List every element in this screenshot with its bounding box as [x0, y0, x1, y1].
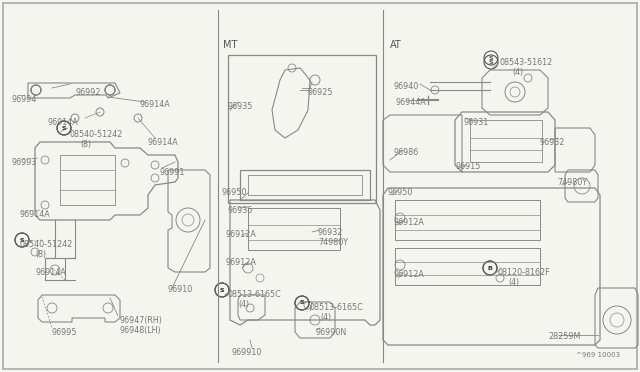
Text: 96931: 96931: [463, 118, 488, 127]
Text: 96914A: 96914A: [48, 118, 79, 127]
Text: ^969 10003: ^969 10003: [576, 352, 620, 358]
Text: 96986: 96986: [393, 148, 419, 157]
Text: 96932: 96932: [318, 228, 344, 237]
Text: S: S: [300, 301, 304, 305]
Text: 96947(RH): 96947(RH): [120, 316, 163, 325]
Text: 96950: 96950: [388, 188, 413, 197]
Text: (8): (8): [35, 250, 46, 259]
Text: S: S: [220, 288, 224, 292]
Text: (8): (8): [80, 140, 91, 149]
Text: 96995: 96995: [52, 328, 77, 337]
Text: 74980Y: 74980Y: [557, 178, 587, 187]
Text: 96912A: 96912A: [226, 258, 257, 267]
Text: 74980Y: 74980Y: [318, 238, 348, 247]
Text: 96915: 96915: [456, 162, 481, 171]
Text: (4): (4): [238, 300, 249, 309]
Text: 96910: 96910: [168, 285, 193, 294]
Text: 96912A: 96912A: [226, 230, 257, 239]
Text: S: S: [489, 60, 493, 64]
Text: 96925: 96925: [307, 88, 333, 97]
Text: 96990N: 96990N: [315, 328, 346, 337]
Text: 96940: 96940: [393, 82, 419, 91]
Text: 96936: 96936: [228, 206, 253, 215]
Text: 08540-51242: 08540-51242: [70, 130, 124, 139]
Text: S: S: [20, 237, 24, 243]
Text: S: S: [220, 288, 224, 292]
Text: 96991: 96991: [160, 168, 186, 177]
Text: B: B: [488, 266, 492, 270]
Text: S: S: [300, 301, 304, 305]
Text: 08120-8162F: 08120-8162F: [498, 268, 550, 277]
Text: AT: AT: [390, 40, 402, 50]
Text: 96932: 96932: [540, 138, 565, 147]
Text: 96944A: 96944A: [395, 98, 426, 107]
Text: 08513-6165C: 08513-6165C: [310, 303, 364, 312]
Text: 96992: 96992: [75, 88, 100, 97]
Text: B: B: [488, 266, 492, 270]
Text: 08543-51612: 08543-51612: [500, 58, 553, 67]
Text: 96994: 96994: [12, 95, 37, 104]
Text: (4): (4): [512, 68, 523, 77]
Text: S: S: [489, 55, 493, 61]
Text: (4): (4): [508, 278, 519, 287]
Text: 08513-6165C: 08513-6165C: [228, 290, 282, 299]
Text: MT: MT: [223, 40, 237, 50]
Text: 96914A: 96914A: [140, 100, 171, 109]
Text: 969910: 969910: [232, 348, 262, 357]
Text: S: S: [61, 125, 67, 131]
Text: 96993: 96993: [12, 158, 37, 167]
Text: 96950: 96950: [222, 188, 248, 197]
Text: 96948(LH): 96948(LH): [120, 326, 162, 335]
Text: 96914A: 96914A: [148, 138, 179, 147]
Text: 28259M: 28259M: [548, 332, 580, 341]
Text: 96912A: 96912A: [393, 270, 424, 279]
Text: 96935: 96935: [228, 102, 253, 111]
Text: 96912A: 96912A: [393, 218, 424, 227]
Text: (4): (4): [320, 313, 331, 322]
Text: 08540-51242: 08540-51242: [20, 240, 74, 249]
Text: S: S: [20, 237, 24, 243]
Text: 96914A: 96914A: [35, 268, 66, 277]
Text: S: S: [61, 125, 67, 131]
Text: 96914A: 96914A: [20, 210, 51, 219]
